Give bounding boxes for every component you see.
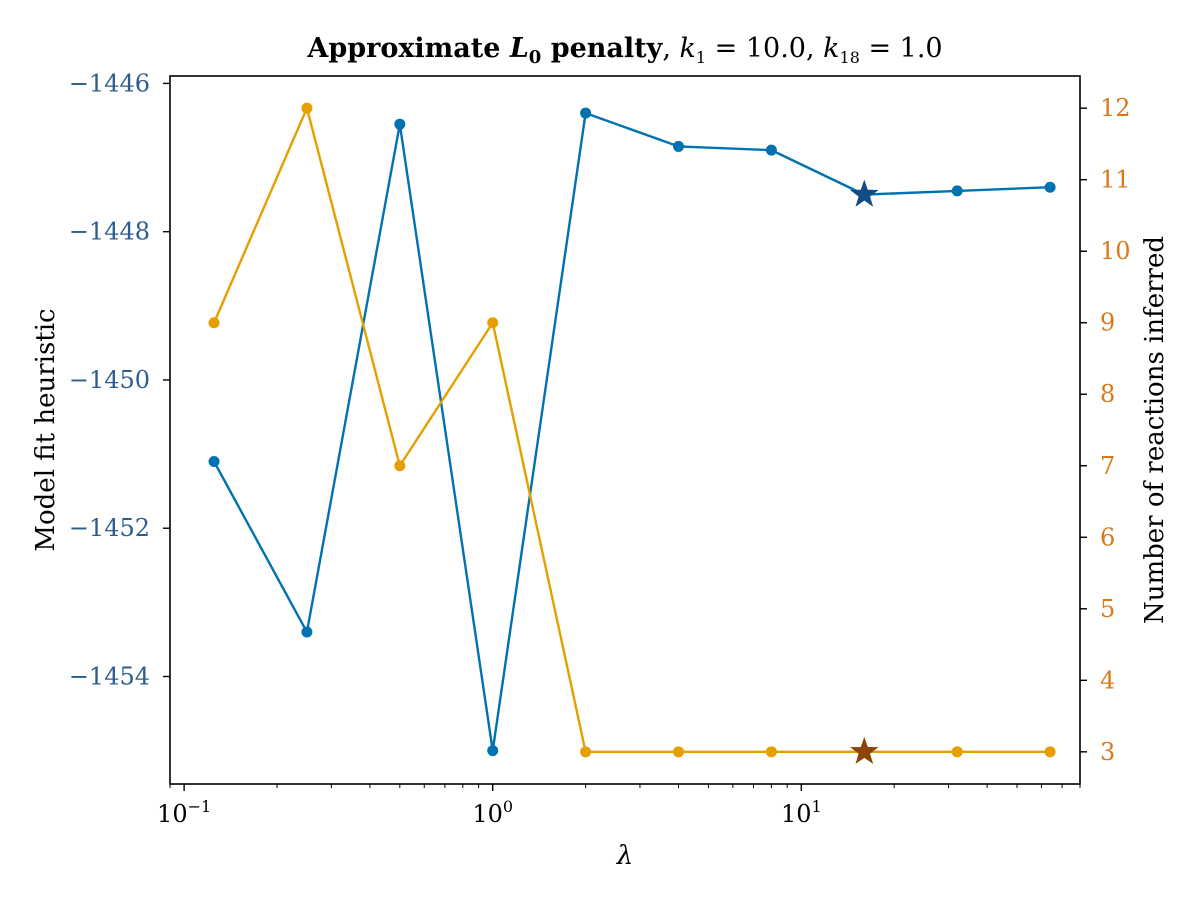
fit-heuristic-point <box>951 185 963 197</box>
left-y-tick-label: −1450 <box>69 366 150 394</box>
fit-heuristic-point <box>765 144 777 156</box>
reactions-count-point <box>765 746 777 758</box>
left-y-tick-label: −1454 <box>69 663 150 691</box>
title-separator-2: , <box>806 33 823 64</box>
reactions-count-line <box>212 106 1051 754</box>
right-y-tick-label: 4 <box>1100 666 1115 694</box>
reactions-count-point <box>580 746 592 758</box>
fit-heuristic-point <box>301 626 313 638</box>
reactions-count-best-star <box>850 736 879 764</box>
title-k1-symbol: k <box>680 33 696 64</box>
reactions-count-point <box>208 317 220 329</box>
left-y-tick-label: −1448 <box>69 218 150 246</box>
reactions-count-point <box>487 317 499 329</box>
fit-heuristic-point <box>673 140 685 152</box>
title-separator-1: , <box>662 33 679 64</box>
right-y-tick-label: 9 <box>1100 309 1115 337</box>
title-k18-symbol: k <box>823 33 839 64</box>
reactions-count-point <box>301 102 313 114</box>
right-y-tick-label: 6 <box>1100 523 1115 551</box>
chart-title: Approximate L0 penalty, k1 = 10.0, k18 =… <box>306 33 942 68</box>
reactions-count-point <box>394 460 406 472</box>
right-y-tick-label: 8 <box>1100 380 1115 408</box>
title-k18-subscript: 18 <box>840 48 860 67</box>
title-k18-value: = 1.0 <box>860 33 943 64</box>
right-y-tick-label: 12 <box>1100 94 1131 122</box>
title-l-subscript: 0 <box>529 47 542 68</box>
right-y-tick-label: 11 <box>1100 166 1131 194</box>
x-axis-label: λ <box>616 841 633 871</box>
x-tick-label: 101 <box>781 797 822 828</box>
title-k1-value: = 10.0 <box>706 33 806 64</box>
x-tick-label: 100 <box>472 797 513 828</box>
left-y-tick-label: −1452 <box>69 514 150 542</box>
fit-heuristic-line <box>212 111 1051 752</box>
fit-heuristic-point <box>208 456 220 468</box>
right-y-tick-label: 5 <box>1100 595 1115 623</box>
title-k1-subscript: 1 <box>696 48 706 67</box>
left-y-tick-label: −1446 <box>69 69 150 97</box>
right-y-tick-label: 7 <box>1100 452 1115 480</box>
ticks-layer: 10−1 100 101 −1446 −1448 −1450 −1452 −1454 3 4 5 6 7… <box>69 69 1131 828</box>
right-y-tick-label: 10 <box>1100 237 1131 265</box>
title-bold-text: Approximate <box>306 33 509 64</box>
reactions-count-point <box>951 746 963 758</box>
fit-heuristic-point <box>487 745 499 757</box>
reactions-count-point <box>1044 746 1056 758</box>
title-bold-suffix: penalty <box>541 33 663 64</box>
plot-frame <box>169 75 1081 785</box>
fit-heuristic-point <box>394 118 406 130</box>
fit-heuristic-best-star <box>850 179 879 207</box>
right-y-axis-label: Number of reactions inferred <box>1140 236 1170 624</box>
reactions-count-point <box>673 746 685 758</box>
fit-heuristic-point <box>1044 181 1056 193</box>
fit-heuristic-point <box>580 107 592 119</box>
x-tick-label: 10−1 <box>157 797 211 828</box>
title-l-symbol: L <box>509 33 529 64</box>
left-y-axis-label: Model fit heuristic <box>31 308 61 551</box>
right-y-tick-label: 3 <box>1100 738 1115 766</box>
series-layer <box>208 102 1056 764</box>
